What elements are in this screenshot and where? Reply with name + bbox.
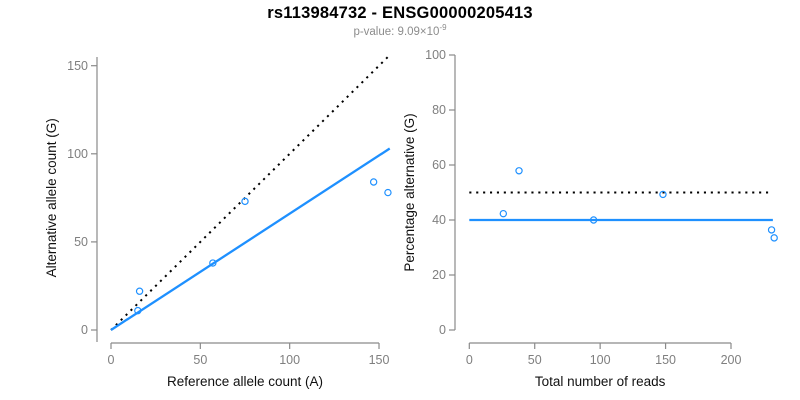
x-tick-label: 0	[108, 353, 115, 367]
data-point	[134, 306, 142, 315]
pvalue-exponent: -9	[439, 23, 447, 33]
figure-subtitle: p-value: 9.09×10-9	[0, 23, 800, 38]
data-point	[589, 216, 598, 224]
x-tick-label: 100	[279, 353, 300, 367]
data-point	[659, 190, 667, 199]
y-tick-label: 60	[432, 158, 446, 172]
y-tick-label: 0	[439, 323, 446, 337]
data-point	[770, 234, 778, 242]
x-tick-label: 150	[655, 353, 676, 367]
data-point	[209, 259, 217, 267]
y-axis-title: Alternative allele count (G)	[44, 118, 59, 277]
x-tick-label: 100	[590, 353, 611, 367]
y-axis-title: Percentage alternative (G)	[402, 113, 417, 271]
plot-allele-counts: 0 50 100 150 0 50 100 150 Reference allele count…	[44, 56, 392, 389]
figure-header: rs113984732 - ENSG00000205413 p-value: 9…	[0, 0, 800, 38]
x-tick-label: 50	[193, 353, 207, 367]
y-tick-label: 40	[432, 213, 446, 227]
x-axis-title: Total number of reads	[535, 374, 666, 389]
y-tick-label: 80	[432, 103, 446, 117]
data-point	[241, 197, 249, 206]
y-tick-label: 20	[432, 268, 446, 282]
x-tick-label: 200	[721, 353, 742, 367]
y-tick-label: 100	[425, 48, 446, 62]
x-tick-label: 150	[369, 353, 390, 367]
plot-percentage-vs-reads: 0 20 40 60 80 100 0 50 100 150 200 Total number of …	[402, 48, 778, 389]
y-tick-label: 100	[67, 147, 88, 161]
data-point	[515, 167, 523, 175]
identity-line	[110, 56, 389, 331]
data-point	[767, 226, 776, 234]
data-point	[499, 209, 508, 218]
pvalue-text: p-value: 9.09×10	[353, 26, 440, 38]
figure-title: rs113984732 - ENSG00000205413	[267, 4, 533, 22]
x-tick-label: 0	[466, 353, 473, 367]
data-point	[135, 287, 144, 295]
x-axis-title: Reference allele count (A)	[167, 374, 323, 389]
x-tick-label: 50	[528, 353, 542, 367]
data-point	[369, 178, 378, 186]
y-tick-label: 150	[67, 59, 88, 73]
y-tick-label: 0	[81, 323, 88, 337]
y-tick-label: 50	[74, 235, 88, 249]
regression-line	[110, 147, 391, 331]
data-point	[384, 188, 392, 197]
